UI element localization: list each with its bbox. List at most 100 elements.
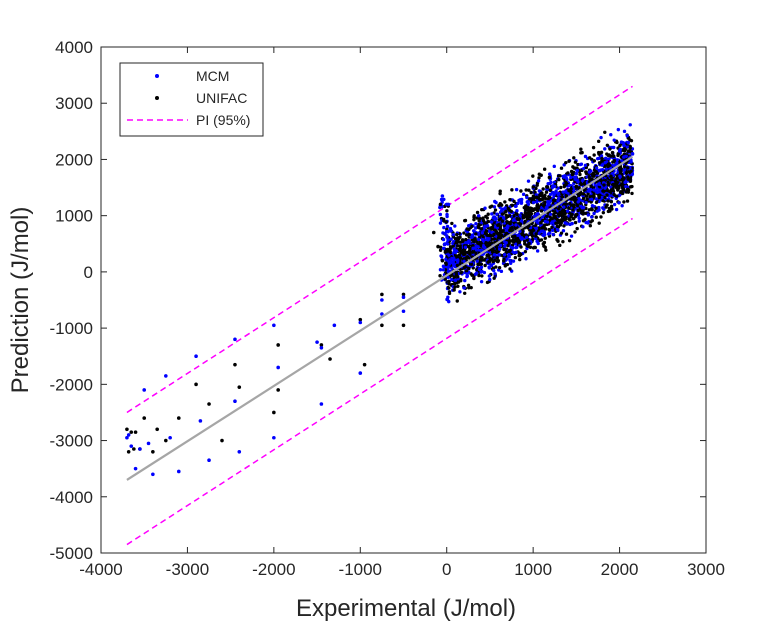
mcm-point [483, 206, 487, 210]
unifac-point [471, 250, 475, 254]
mcm-point [603, 186, 607, 190]
mcm-point [508, 258, 512, 263]
unifac-point [490, 248, 494, 252]
cluster-edge-point [441, 246, 446, 251]
unifac-point [133, 430, 138, 434]
mcm-point [476, 231, 481, 235]
unifac-point [562, 184, 566, 189]
mcm-point [535, 249, 540, 253]
unifac-point [532, 245, 537, 250]
mcm-point [498, 243, 503, 248]
mcm-point [479, 279, 484, 284]
unifac-point [543, 236, 547, 240]
unifac-point [624, 190, 629, 194]
mcm-point [125, 435, 129, 440]
unifac-point [508, 248, 512, 253]
unifac-point [520, 231, 525, 236]
mcm-point [471, 229, 476, 233]
mcm-point [564, 189, 568, 193]
mcm-point [586, 221, 590, 225]
unifac-point [513, 255, 518, 260]
mcm-point [597, 156, 601, 160]
y-tick-label: -2000 [50, 375, 93, 394]
mcm-point [595, 209, 599, 213]
unifac-point [587, 156, 592, 160]
cluster-edge-point [445, 214, 449, 219]
mcm-point [612, 138, 616, 142]
unifac-point [628, 179, 633, 183]
mcm-point [492, 205, 497, 209]
unifac-point [467, 266, 471, 271]
mcm-point [462, 286, 466, 290]
unifac-point [440, 258, 445, 263]
mcm-point [594, 166, 599, 170]
unifac-point [559, 185, 563, 190]
unifac-point [566, 171, 570, 175]
unifac-point [501, 259, 506, 263]
mcm-point [456, 259, 460, 264]
unifac-point [539, 209, 544, 213]
mcm-point [493, 199, 497, 204]
mcm-point [601, 206, 605, 210]
unifac-point [276, 343, 280, 347]
mcm-point [482, 225, 487, 230]
unifac-point [562, 224, 566, 228]
mcm-point [562, 175, 566, 179]
unifac-point [596, 139, 601, 144]
unifac-point [483, 263, 487, 268]
unifac-point [579, 147, 583, 151]
unifac-point [544, 190, 549, 194]
unifac-point [237, 385, 242, 389]
mcm-point [497, 247, 502, 251]
mcm-point [517, 198, 521, 203]
mcm-point [589, 169, 593, 173]
mcm-point [458, 290, 462, 294]
mcm-point [612, 202, 617, 207]
unifac-point [233, 362, 237, 367]
unifac-point [555, 224, 559, 229]
unifac-point [475, 268, 479, 272]
mcm-point [463, 245, 468, 249]
unifac-point [276, 388, 280, 392]
unifac-point [569, 187, 573, 191]
unifac-point [543, 200, 547, 204]
unifac-point [503, 247, 508, 252]
unifac-point [481, 218, 486, 223]
mcm-point [480, 237, 485, 242]
y-tick-label: 1000 [55, 207, 93, 226]
unifac-point [319, 343, 324, 347]
mcm-point [504, 241, 508, 245]
unifac-point [447, 279, 451, 284]
mcm-point [555, 227, 560, 232]
mcm-point [544, 205, 549, 209]
mcm-point [603, 161, 607, 165]
mcm-point [480, 231, 485, 235]
unifac-point [567, 238, 572, 243]
unifac-point [457, 253, 462, 257]
unifac-point [462, 265, 467, 270]
mcm-point [583, 154, 588, 159]
mcm-point [485, 224, 490, 228]
mcm-point [577, 197, 581, 201]
cluster-edge-point [445, 209, 449, 213]
unifac-point [380, 323, 384, 328]
pi-lower-line [126, 217, 633, 546]
mcm-point [493, 272, 497, 276]
unifac-point [504, 213, 508, 217]
unifac-point [505, 219, 509, 224]
mcm-point [129, 444, 134, 448]
unifac-point [129, 430, 134, 434]
unifac-point [458, 256, 463, 260]
x-tick-label: -2000 [252, 560, 295, 579]
unifac-point [456, 244, 460, 248]
unifac-point [606, 199, 610, 203]
unifac-point [574, 184, 578, 189]
unifac-point [615, 180, 620, 185]
mcm-point [479, 265, 484, 269]
mcm-point [511, 218, 516, 222]
x-tick-label: -4000 [79, 560, 122, 579]
unifac-point [609, 174, 613, 179]
cluster-edge-point [438, 274, 442, 278]
unifac-point [504, 209, 508, 214]
mcm-point [380, 312, 384, 316]
